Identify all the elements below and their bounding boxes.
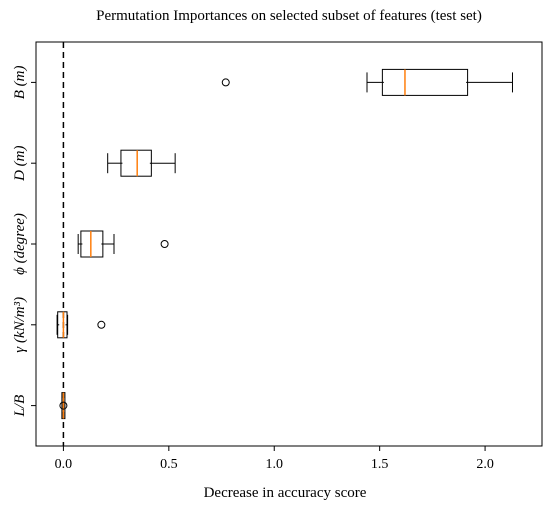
outlier-point [59,401,68,410]
x-tick-label: 2.0 [476,457,494,472]
y-ticks-layer: B (m) D (m) ϕ (degree) γ (kN/m³) L/B [12,66,36,418]
x-tick-label: 1.5 [371,457,389,472]
y-tick-label: γ (kN/m³) [12,297,28,353]
y-tick-label: D (m) [12,145,28,181]
box-group [107,149,176,177]
box-group [56,311,106,339]
y-tick-label: B (m) [12,66,28,100]
y-tick-label: L/B [12,395,28,418]
box-group [59,392,68,420]
x-axis-title: Decrease in accuracy score [204,485,367,501]
boxes-layer [56,68,513,420]
box-group [77,230,169,258]
x-tick-label: 0.5 [160,457,178,472]
iqr-box [120,149,152,177]
iqr-box [80,230,104,258]
iqr-box [381,68,469,96]
outlier-point [160,240,169,248]
iqr-box [57,311,68,339]
y-tick-label: ϕ (degree) [12,213,28,275]
chart-title: Permutation Importances on selected subs… [96,8,482,24]
outlier-point [221,78,230,87]
outlier-point [97,320,106,329]
x-tick-label: 0.0 [55,457,73,472]
x-ticks-layer: 0.0 0.5 1.0 1.5 2.0 [55,446,494,472]
box-group [221,68,513,96]
x-tick-label: 1.0 [265,457,283,472]
